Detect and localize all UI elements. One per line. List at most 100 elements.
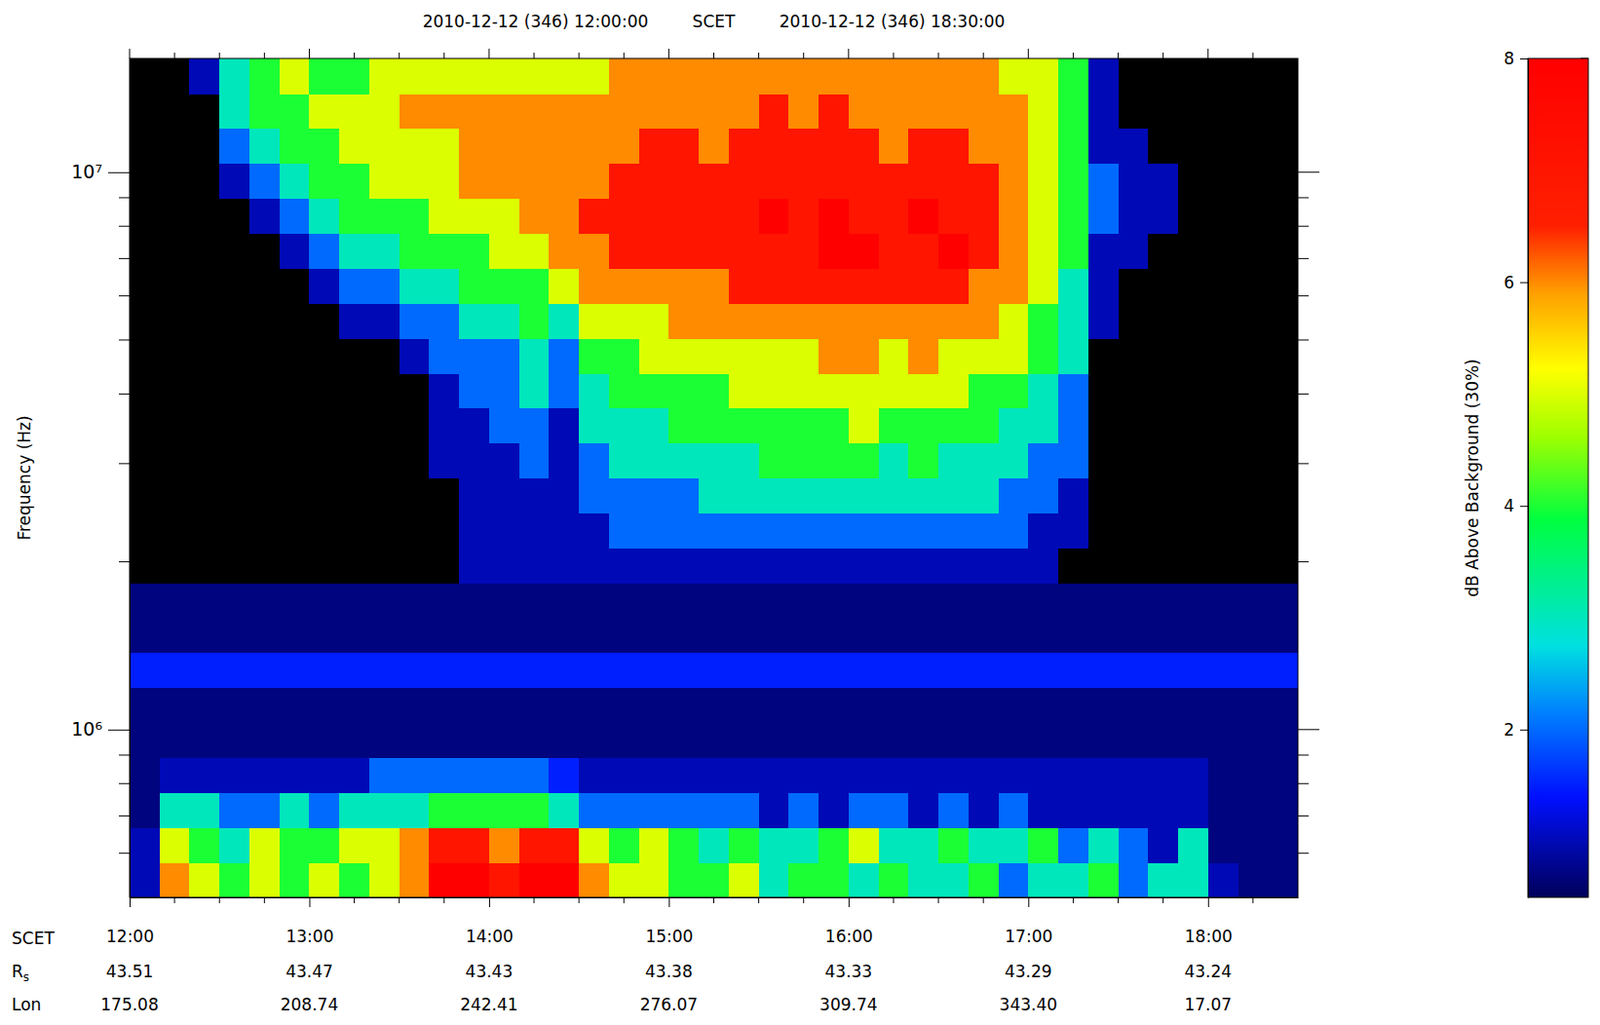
cell	[1147, 617, 1179, 653]
cell	[998, 792, 1029, 828]
cell	[339, 373, 370, 409]
cell	[548, 582, 579, 619]
cell	[548, 827, 579, 863]
cell	[308, 163, 340, 199]
cell	[578, 478, 610, 514]
cell	[639, 687, 670, 724]
cell	[458, 512, 490, 548]
cell	[788, 723, 819, 759]
cell	[249, 408, 280, 445]
cell	[219, 652, 250, 689]
cell	[129, 512, 160, 548]
cell	[1147, 512, 1179, 548]
cell	[219, 232, 250, 268]
cell	[1088, 443, 1119, 479]
colorbar-tick-mark	[1520, 282, 1528, 284]
cell	[1058, 303, 1089, 339]
cell	[428, 232, 459, 268]
cell	[339, 547, 370, 583]
cell	[399, 338, 430, 374]
cell	[369, 338, 400, 374]
cell	[308, 758, 340, 794]
cell	[1058, 443, 1089, 479]
cell	[998, 267, 1029, 304]
cell	[1088, 128, 1119, 164]
cell	[369, 582, 400, 619]
cell	[938, 373, 969, 409]
cell	[668, 303, 699, 339]
cell	[339, 652, 370, 689]
cell	[968, 582, 999, 619]
cell	[249, 652, 280, 689]
cell	[759, 338, 790, 374]
cell	[1028, 758, 1059, 794]
cell	[1058, 827, 1089, 863]
cell	[129, 792, 160, 828]
cell	[159, 93, 191, 129]
cell	[1267, 582, 1298, 619]
cell	[1147, 443, 1179, 479]
cell	[578, 303, 610, 339]
cell	[189, 687, 220, 724]
y-right-minor-tick	[1297, 196, 1309, 198]
cell	[458, 652, 490, 689]
cell	[1147, 862, 1179, 898]
cell	[938, 547, 969, 583]
cell	[968, 267, 999, 304]
cell	[159, 652, 191, 689]
cell	[489, 303, 520, 339]
y-minor-tick	[118, 561, 130, 563]
y-minor-tick	[118, 462, 130, 464]
cell	[639, 232, 670, 268]
cell	[609, 93, 640, 129]
cell	[609, 198, 640, 234]
cell	[728, 862, 760, 898]
cell	[818, 443, 849, 479]
y-minor-tick	[118, 196, 130, 198]
cell	[1267, 93, 1298, 129]
cell	[428, 617, 459, 653]
cell	[308, 582, 340, 619]
cell	[279, 827, 310, 863]
cell	[1178, 478, 1209, 514]
y-right-minor-tick	[1297, 226, 1309, 228]
cell	[878, 792, 910, 828]
cell	[1238, 723, 1269, 759]
x-top-minor-tick	[802, 52, 804, 59]
cell	[878, 408, 910, 445]
cell	[848, 547, 879, 583]
y-minor-tick	[118, 393, 130, 395]
cell	[968, 547, 999, 583]
cell	[818, 128, 849, 164]
cell	[279, 198, 310, 234]
cell	[458, 827, 490, 863]
cell	[878, 547, 910, 583]
cell	[968, 198, 999, 234]
cell	[968, 512, 999, 548]
cell	[279, 862, 310, 898]
cell	[668, 408, 699, 445]
cell	[998, 303, 1029, 339]
cell	[848, 443, 879, 479]
cell	[1178, 687, 1209, 724]
cell	[578, 443, 610, 479]
cell	[1208, 163, 1239, 199]
cell	[728, 652, 760, 689]
cell	[339, 443, 370, 479]
cell	[1238, 198, 1269, 234]
header-text: 2010-12-12 (346) 12:00:00	[422, 11, 649, 32]
cell	[458, 617, 490, 653]
cell	[458, 198, 490, 234]
cell	[159, 478, 191, 514]
cell	[759, 58, 790, 95]
cell	[848, 408, 879, 445]
cell	[489, 758, 520, 794]
cell	[339, 267, 370, 304]
cell	[189, 163, 220, 199]
cell	[489, 128, 520, 164]
cell	[1028, 547, 1059, 583]
cell	[818, 58, 849, 95]
cell	[1147, 267, 1179, 304]
cell	[189, 128, 220, 164]
cell	[668, 198, 699, 234]
